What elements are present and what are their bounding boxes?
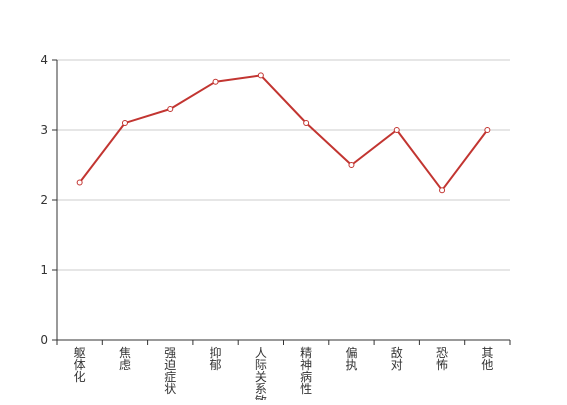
x-tick-label: 恐怖 xyxy=(436,346,448,372)
data-point xyxy=(257,72,264,79)
data-point xyxy=(348,162,355,168)
x-tick-label: 焦虑 xyxy=(119,346,131,372)
data-point xyxy=(439,187,446,194)
x-tick-label: 其他 xyxy=(481,346,493,372)
label-layer: 0 1 2 3 4 躯体化 焦虑 强迫症状 抑郁 人际关系敏感 精神病性 偏执 敌对 恐怖 其他 xyxy=(40,53,493,405)
data-point xyxy=(393,127,400,133)
data-point xyxy=(121,120,128,126)
x-tick-label: 精神病性 xyxy=(300,346,312,396)
data-point xyxy=(303,120,310,126)
y-tick-label: 2 xyxy=(40,193,48,207)
x-tick-label: 人际关系敏感 xyxy=(255,346,267,400)
y-tick-label: 3 xyxy=(40,123,48,137)
y-tick-label: 1 xyxy=(40,263,48,277)
x-tick-label: 抑郁 xyxy=(210,345,222,372)
x-tick-label: 强迫症状 xyxy=(164,346,176,396)
y-tick-label: 4 xyxy=(40,53,48,67)
data-point xyxy=(484,127,491,133)
x-tick-label: 躯体化 xyxy=(74,345,86,384)
data-point xyxy=(76,179,83,186)
axis-layer xyxy=(52,59,511,345)
y-tick-label: 0 xyxy=(40,333,48,347)
grid-layer xyxy=(57,59,510,271)
series-layer xyxy=(76,72,491,194)
data-point xyxy=(212,78,219,85)
data-point xyxy=(167,106,174,112)
x-tick-label: 敌对 xyxy=(391,345,403,372)
series-line xyxy=(78,74,489,192)
x-tick-label: 偏执 xyxy=(345,345,357,372)
